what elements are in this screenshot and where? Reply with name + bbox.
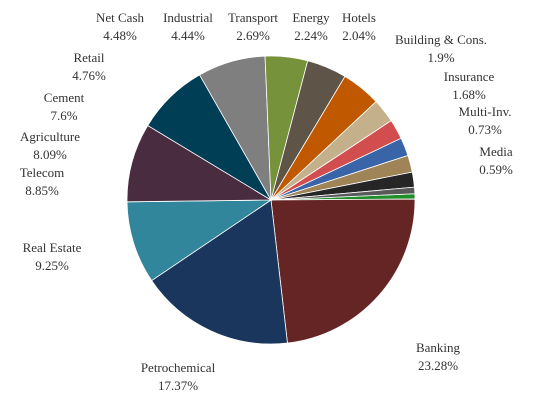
label-cement: Cement 7.6% [43,90,85,123]
label-telecom: Telecom 8.85% [19,165,65,198]
label-petrochemical: Petrochemical 17.37% [140,360,216,393]
pie-slice-banking [270,198,416,344]
label-building-cons: Building & Cons. 1.9% [394,32,488,65]
label-hotels: Hotels 2.04% [342,10,376,43]
pie-slice-petrochemical [151,199,288,345]
label-banking: Banking 23.28% [415,340,461,373]
label-industrial: Industrial 4.44% [163,10,213,43]
label-retail: Retail 4.76% [72,50,106,83]
label-agriculture: Agriculture 8.09% [20,129,80,162]
pie-slice-telecom [126,124,273,203]
pie-slice-real-estate [126,199,273,282]
label-insurance: Insurance 1.68% [443,69,495,102]
pie-slice-multi-inv [270,186,416,201]
label-real-estate: Real Estate 9.25% [22,240,82,273]
label-multi-inv: Multi-Inv. 0.73% [458,104,512,137]
label-transport: Transport 2.69% [227,10,279,43]
label-energy: Energy 2.24% [292,10,330,43]
label-media: Media 0.59% [479,144,513,177]
label-net-cash: Net Cash 4.48% [95,10,145,43]
